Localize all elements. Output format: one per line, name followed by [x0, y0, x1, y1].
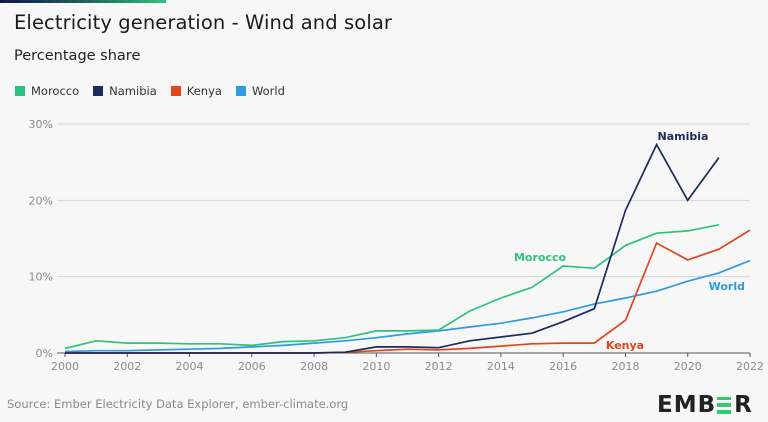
chart-subtitle: Percentage share	[14, 48, 141, 64]
y-tick-label: 20%	[29, 194, 53, 207]
gridlines	[57, 123, 750, 278]
x-tick-label: 2004	[176, 360, 204, 373]
legend-swatch-namibia	[93, 86, 104, 96]
ember-logo[interactable]: EMB R	[657, 392, 753, 418]
legend-swatch-world	[235, 86, 246, 96]
y-tick-label: 30%	[29, 118, 53, 131]
annotation-morocco: Morocco	[514, 251, 567, 264]
series-line-world	[64, 259, 751, 353]
logo-text-prefix: EMB	[657, 392, 717, 418]
x-tick-label: 2012	[425, 360, 453, 373]
y-tick-label: 0%	[36, 347, 53, 360]
legend: Morocco Namibia Kenya World	[15, 84, 285, 98]
x-tick-label: 2008	[300, 360, 328, 373]
y-tick-label: 10%	[29, 271, 53, 284]
y-axis-ticks: 0% 10% 20% 30%	[29, 118, 53, 360]
series-lines	[64, 142, 751, 354]
annotation-kenya: Kenya	[606, 339, 644, 352]
legend-item-world[interactable]: World	[235, 84, 285, 98]
chart-title: Electricity generation - Wind and solar	[14, 11, 393, 34]
legend-swatch-morocco	[15, 86, 25, 96]
series-line-morocco	[64, 223, 720, 350]
x-tick-label: 2018	[611, 360, 639, 373]
legend-swatch-kenya	[170, 86, 181, 96]
x-tick-label: 2020	[674, 360, 702, 373]
annotation-namibia: Namibia	[658, 130, 709, 143]
legend-item-morocco[interactable]: Morocco	[15, 84, 79, 98]
x-tick-label: 2016	[549, 360, 577, 373]
line-chart: 0% 10% 20% 30% 2000 2002 2004 2006 2008 2010 2012…	[29, 118, 764, 373]
source-note: Source: Ember Electricity Data Explorer,…	[7, 397, 349, 411]
brand-accent-bar	[0, 0, 166, 3]
logo-text-suffix: R	[734, 392, 753, 418]
series-line-namibia	[65, 142, 720, 354]
annotation-world: World	[709, 280, 745, 293]
logo-e-bars-icon	[717, 396, 732, 414]
legend-label-kenya: Kenya	[186, 84, 222, 98]
x-tick-label: 2002	[113, 360, 141, 373]
series-annotations: Namibia Morocco Kenya World	[514, 130, 745, 352]
x-tick-label: 2000	[51, 360, 79, 373]
legend-label-namibia: Namibia	[109, 84, 157, 98]
legend-label-world: World	[251, 84, 285, 98]
x-tick-label: 2006	[238, 360, 266, 373]
x-tick-label: 2014	[487, 360, 515, 373]
legend-label-morocco: Morocco	[31, 84, 80, 98]
x-tick-label: 2010	[362, 360, 390, 373]
x-tick-label: 2022	[736, 360, 764, 373]
legend-item-namibia[interactable]: Namibia	[93, 84, 157, 98]
x-axis: 2000 2002 2004 2006 2008 2010 2012 2014 2016 2018…	[51, 352, 764, 373]
legend-item-kenya[interactable]: Kenya	[170, 84, 222, 98]
